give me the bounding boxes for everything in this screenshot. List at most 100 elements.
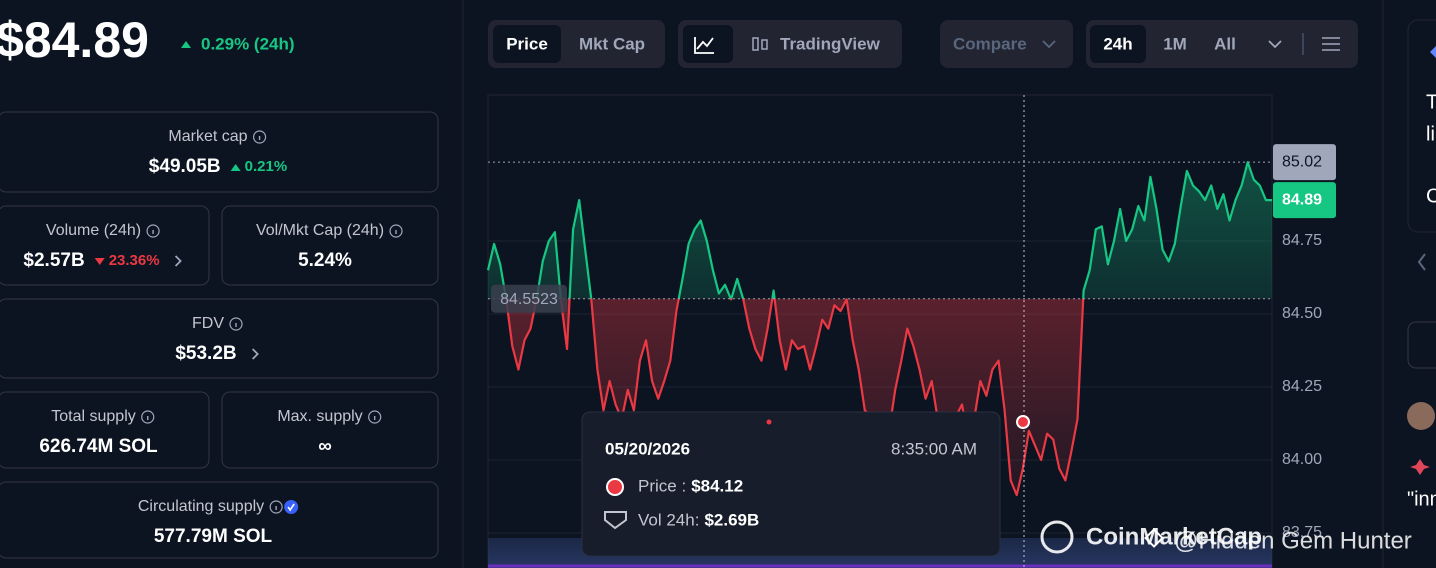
stat-row: $53.2B bbox=[175, 343, 259, 364]
button-group bbox=[678, 20, 902, 68]
tooltip-price: $84.12 bbox=[691, 476, 743, 495]
baseline-label: 84.5523 bbox=[500, 291, 558, 308]
stat-row: Max. supply bbox=[277, 408, 382, 425]
tooltip bbox=[581, 411, 1001, 557]
stat-label: Total supply bbox=[51, 408, 136, 425]
stat-card bbox=[0, 298, 439, 379]
y-tick-label: 84.00 bbox=[1282, 451, 1322, 468]
stat-row: $49.05B 0.21% bbox=[149, 156, 287, 177]
high-label: 85.02 bbox=[1282, 153, 1322, 170]
chevron[interactable] bbox=[252, 348, 259, 360]
stat-value: 5.24% bbox=[298, 250, 352, 271]
tooltip-dot bbox=[766, 419, 772, 425]
stat-row: Circulating supply bbox=[138, 498, 299, 515]
info-icon bbox=[146, 224, 160, 238]
volume-icon bbox=[604, 511, 627, 530]
emoji bbox=[1410, 459, 1430, 475]
verified-badge bbox=[287, 503, 295, 512]
down-arrow bbox=[94, 258, 105, 265]
side-text: li bbox=[1426, 123, 1435, 145]
stat-label: Vol/Mkt Cap (24h) bbox=[256, 222, 384, 239]
stat-label: Circulating supply bbox=[138, 498, 264, 515]
chevron[interactable] bbox=[174, 255, 182, 267]
stat-value: $53.2B bbox=[175, 343, 236, 364]
stat-row: Market cap bbox=[168, 128, 267, 145]
stat-value: 577.79M SOL bbox=[154, 526, 273, 547]
stat-card bbox=[0, 111, 439, 193]
info-icon bbox=[141, 410, 155, 424]
info-icon bbox=[269, 500, 283, 514]
stat-change: 0.21% bbox=[245, 158, 288, 175]
stat-label: FDV bbox=[192, 315, 224, 332]
last-label-box bbox=[1273, 182, 1336, 219]
info-icon bbox=[252, 130, 267, 144]
range-button[interactable]: 24h bbox=[1103, 34, 1132, 53]
toggle-button[interactable]: Price bbox=[506, 34, 548, 53]
side-button[interactable] bbox=[1407, 321, 1436, 369]
range-button[interactable]: 1M bbox=[1163, 34, 1187, 53]
tooltip-volume-label: Vol 24h: bbox=[638, 510, 699, 529]
stat-label: Volume (24h) bbox=[46, 222, 141, 239]
stat-card bbox=[0, 391, 210, 469]
chevron bbox=[1042, 40, 1056, 49]
price-change: 0.29% (24h) bbox=[201, 34, 295, 53]
high-label-box bbox=[1273, 144, 1336, 181]
info-icon bbox=[389, 224, 403, 238]
side-text: T bbox=[1426, 91, 1436, 113]
toggle-active bbox=[1090, 25, 1146, 63]
plot-frame bbox=[487, 94, 1273, 568]
toggle-button[interactable]: TradingView bbox=[780, 34, 881, 53]
tooltip-date: 05/20/2026 bbox=[605, 439, 690, 458]
stat-row: ∞ bbox=[318, 436, 332, 457]
stat-row: 5.24% bbox=[298, 250, 352, 271]
stat-card bbox=[0, 481, 439, 559]
stat-value: ∞ bbox=[318, 436, 332, 457]
price-dot bbox=[606, 478, 624, 496]
stat-row: 626.74M SOL bbox=[39, 436, 158, 457]
last-price-label: 84.89 bbox=[1282, 191, 1322, 208]
line-chart-icon bbox=[696, 37, 714, 50]
watermark-brand: CoinMarketCap bbox=[1086, 523, 1262, 550]
stat-row: 577.79M SOL bbox=[154, 526, 273, 547]
stat-value: $49.05B bbox=[149, 156, 221, 177]
price: $84.89 bbox=[0, 12, 149, 68]
y-tick-label: 84.25 bbox=[1282, 378, 1322, 395]
stat-row: Vol/Mkt Cap (24h) bbox=[256, 222, 403, 239]
chevron[interactable] bbox=[1268, 40, 1282, 49]
line-chart-icon bbox=[694, 37, 714, 54]
side-text: C bbox=[1426, 185, 1436, 207]
candle-icon bbox=[761, 39, 768, 50]
compare-dropdown[interactable] bbox=[940, 20, 1073, 68]
info-icon bbox=[368, 410, 382, 424]
stat-label: Max. supply bbox=[277, 408, 362, 425]
y-tick-label: 84.50 bbox=[1282, 305, 1322, 322]
tooltip-price-label: Price : bbox=[638, 476, 686, 495]
baseline-label-box bbox=[491, 284, 567, 313]
stat-value: $2.57B bbox=[23, 250, 84, 271]
tooltip-volume: $2.69B bbox=[704, 510, 759, 529]
side-icon bbox=[1430, 46, 1436, 58]
compare-button[interactable]: Compare bbox=[953, 34, 1027, 53]
stat-card bbox=[221, 391, 439, 469]
up-arrow bbox=[230, 164, 241, 171]
toggle-active bbox=[493, 25, 561, 63]
side-card bbox=[1407, 19, 1436, 233]
carousel-prev[interactable] bbox=[1417, 253, 1426, 271]
credit-icon bbox=[1144, 528, 1164, 548]
y-tick-label: 83.75 bbox=[1282, 524, 1322, 541]
button-group bbox=[1086, 20, 1358, 68]
side-comment: "inn bbox=[1407, 488, 1436, 510]
watermark-credit: @Hidden Gem Hunter bbox=[1174, 527, 1412, 554]
info-icon bbox=[229, 317, 243, 331]
brand-logo bbox=[1040, 520, 1074, 554]
stat-row: $2.57B 23.36% bbox=[23, 250, 182, 271]
candle-icon bbox=[752, 37, 759, 51]
stat-value: 626.74M SOL bbox=[39, 436, 158, 457]
stat-card bbox=[221, 205, 439, 286]
stat-row: Volume (24h) bbox=[46, 222, 160, 239]
y-tick-label: 84.75 bbox=[1282, 232, 1322, 249]
stat-change: 23.36% bbox=[109, 252, 160, 269]
range-button[interactable]: All bbox=[1214, 34, 1236, 53]
toggle-button[interactable]: Mkt Cap bbox=[579, 34, 645, 53]
